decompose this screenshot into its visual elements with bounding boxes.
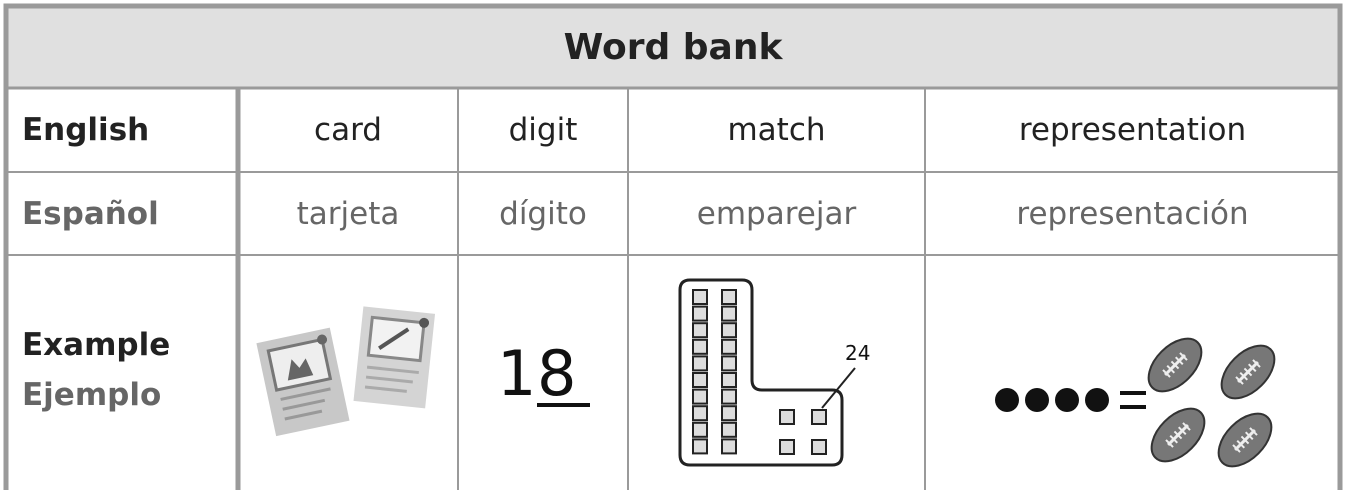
example-label: Example	[22, 327, 171, 363]
digit-one: 1	[497, 337, 536, 410]
footballs	[1147, 337, 1276, 468]
word-cell: tarjeta	[296, 195, 400, 232]
word-cell: dígito	[499, 195, 587, 232]
match-label: 24	[845, 341, 870, 365]
header-bg	[6, 6, 1340, 88]
word-cell: representación	[1016, 195, 1249, 232]
card-illustration	[256, 306, 436, 437]
title: Word bank	[563, 26, 783, 68]
base-ten-blocks	[678, 278, 856, 467]
word-cell: card	[314, 112, 382, 148]
representation-illustration	[995, 388, 1146, 412]
grid-lines	[3, 3, 1343, 490]
word-cell: representation	[1018, 112, 1247, 148]
word-cell: match	[727, 112, 826, 148]
digit-eight: 8	[537, 337, 576, 410]
example-label-es: Ejemplo	[22, 377, 162, 413]
row-label: Español	[22, 195, 159, 232]
row-label: English	[22, 112, 150, 148]
word-cell: emparejar	[696, 195, 857, 232]
word-cell: digit	[508, 112, 578, 148]
